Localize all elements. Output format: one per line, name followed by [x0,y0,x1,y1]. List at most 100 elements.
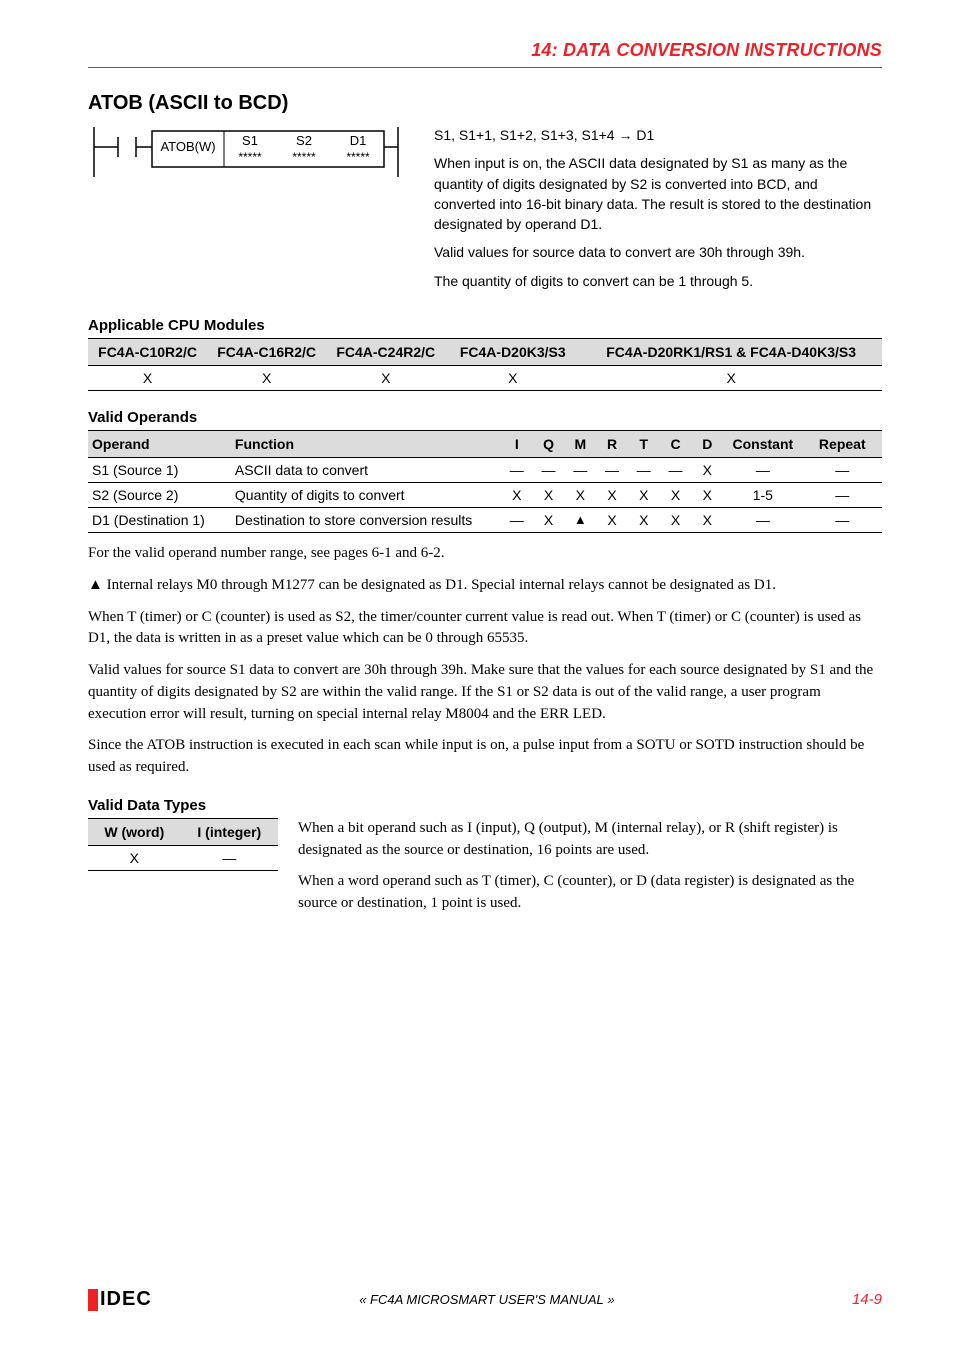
op-col-repeat: Repeat [803,431,882,458]
op-cell-func: Destination to store conversion results [231,508,501,533]
table-row: S2 (Source 2)Quantity of digits to conve… [88,483,882,508]
op-cell-val: — [628,458,660,483]
page-number: 14-9 [822,1291,882,1308]
footer-center-text: « FC4A MICROSMART USER'S MANUAL » [152,1292,822,1307]
op-cell-val: — [533,458,565,483]
op-cell-val: — [564,458,596,483]
op-cell-val: X [691,483,723,508]
op-cell-val: — [660,458,692,483]
cpu-cell: X [326,366,445,391]
table-row: D1 (Destination 1)Destination to store c… [88,508,882,533]
vdt-p2: When a word operand such as T (timer), C… [298,871,882,915]
cpu-col-0: FC4A-C10R2/C [88,339,207,366]
table-row: X X X X X [88,366,882,391]
operands-heading: Valid Operands [88,409,882,426]
table-header-row: FC4A-C10R2/C FC4A-C16R2/C FC4A-C24R2/C F… [88,339,882,366]
op-cell-val: X [660,508,692,533]
body-p5: Since the ATOB instruction is executed i… [88,735,882,779]
op-cell-val: — [723,458,802,483]
op-col-i: I [501,431,533,458]
table-header-row: W (word) I (integer) [88,818,278,845]
cpu-col-4: FC4A-D20RK1/RS1 & FC4A-D40K3/S3 [580,339,882,366]
op-cell-val: X [691,458,723,483]
table-row: X — [88,845,278,870]
valid-data-types-block: W (word) I (integer) X — When a bit oper… [88,818,882,925]
vdt-col-w: W (word) [88,818,181,845]
cpu-col-2: FC4A-C24R2/C [326,339,445,366]
op-cell-name: S1 (Source 1) [88,458,231,483]
cpu-cell: X [580,366,882,391]
op-cell-val: — [723,508,802,533]
equation-line: S1, S1+1, S1+2, S1+3, S1+4 → D1 [434,125,882,145]
op-cell-val: X [628,483,660,508]
op-cell-val: — [803,458,882,483]
op-cell-val: X [596,483,628,508]
op-cell-val: — [501,458,533,483]
cpu-cell: X [445,366,580,391]
svg-text:D1: D1 [350,133,367,148]
cpu-cell: X [88,366,207,391]
desc-paragraph-3: The quantity of digits to convert can be… [434,271,882,291]
op-col-function: Function [231,431,501,458]
op-cell-val: X [501,483,533,508]
svg-text:*****: ***** [238,150,262,164]
chapter-title: DATA CONVERSION INSTRUCTIONS [563,40,882,60]
body-p2: ▲ Internal relays M0 through M1277 can b… [88,575,882,597]
body-p4: Valid values for source S1 data to conve… [88,660,882,725]
op-cell-val: — [803,483,882,508]
op-cell-val: 1-5 [723,483,802,508]
table-header-row: Operand Function I Q M R T C D Constant … [88,431,882,458]
vdtypes-table: W (word) I (integer) X — [88,818,278,871]
op-cell-val: — [501,508,533,533]
vdt-p1: When a bit operand such as I (input), Q … [298,818,882,862]
op-col-q: Q [533,431,565,458]
svg-text:*****: ***** [346,150,370,164]
op-cell-val: X [564,483,596,508]
svg-text:S2: S2 [296,133,312,148]
chapter-number: 14: [531,40,558,60]
logo-bar-icon [88,1289,98,1311]
page-footer: IDEC « FC4A MICROSMART USER'S MANUAL » 1… [0,1288,954,1311]
idec-logo: IDEC [88,1288,152,1311]
op-cell-val: X [691,508,723,533]
instruction-row: ATOB(W) S1 S2 D1 ***** ***** ***** S1, S… [88,125,882,299]
vdt-col-i: I (integer) [181,818,278,845]
op-col-constant: Constant [723,431,802,458]
op-col-m: M [564,431,596,458]
section-title: ATOB (ASCII to BCD) [88,92,882,115]
op-col-t: T [628,431,660,458]
body-p3: When T (timer) or C (counter) is used as… [88,607,882,651]
desc-paragraph-2: Valid values for source data to convert … [434,242,882,262]
op-cell-val: — [803,508,882,533]
vdtypes-heading: Valid Data Types [88,797,882,814]
vdt-cell: — [181,845,278,870]
cpu-col-3: FC4A-D20K3/S3 [445,339,580,366]
op-col-c: C [660,431,692,458]
op-cell-val: X [628,508,660,533]
op-col-operand: Operand [88,431,231,458]
body-text: For the valid operand number range, see … [88,543,882,779]
op-cell-val: X [660,483,692,508]
table-row: S1 (Source 1)ASCII data to convert——————… [88,458,882,483]
body-p1: For the valid operand number range, see … [88,543,882,565]
op-cell-name: D1 (Destination 1) [88,508,231,533]
desc-paragraph-1: When input is on, the ASCII data designa… [434,153,882,234]
op-cell-name: S2 (Source 2) [88,483,231,508]
operands-table: Operand Function I Q M R T C D Constant … [88,430,882,533]
cpu-cell: X [207,366,326,391]
page-header: 14: DATA CONVERSION INSTRUCTIONS [88,40,882,68]
op-cell-val: X [596,508,628,533]
op-cell-func: Quantity of digits to convert [231,483,501,508]
instruction-diagram: ATOB(W) S1 S2 D1 ***** ***** ***** [88,125,408,186]
op-col-d: D [691,431,723,458]
op-col-r: R [596,431,628,458]
op-cell-func: ASCII data to convert [231,458,501,483]
cpu-col-1: FC4A-C16R2/C [207,339,326,366]
op-cell-val: X [533,483,565,508]
vdtypes-description: When a bit operand such as I (input), Q … [298,818,882,925]
instruction-description: S1, S1+1, S1+2, S1+3, S1+4 → D1 When inp… [434,125,882,299]
svg-text:ATOB(W): ATOB(W) [160,139,215,154]
cpu-heading: Applicable CPU Modules [88,317,882,334]
logo-text: IDEC [100,1288,152,1311]
cpu-table: FC4A-C10R2/C FC4A-C16R2/C FC4A-C24R2/C F… [88,338,882,391]
